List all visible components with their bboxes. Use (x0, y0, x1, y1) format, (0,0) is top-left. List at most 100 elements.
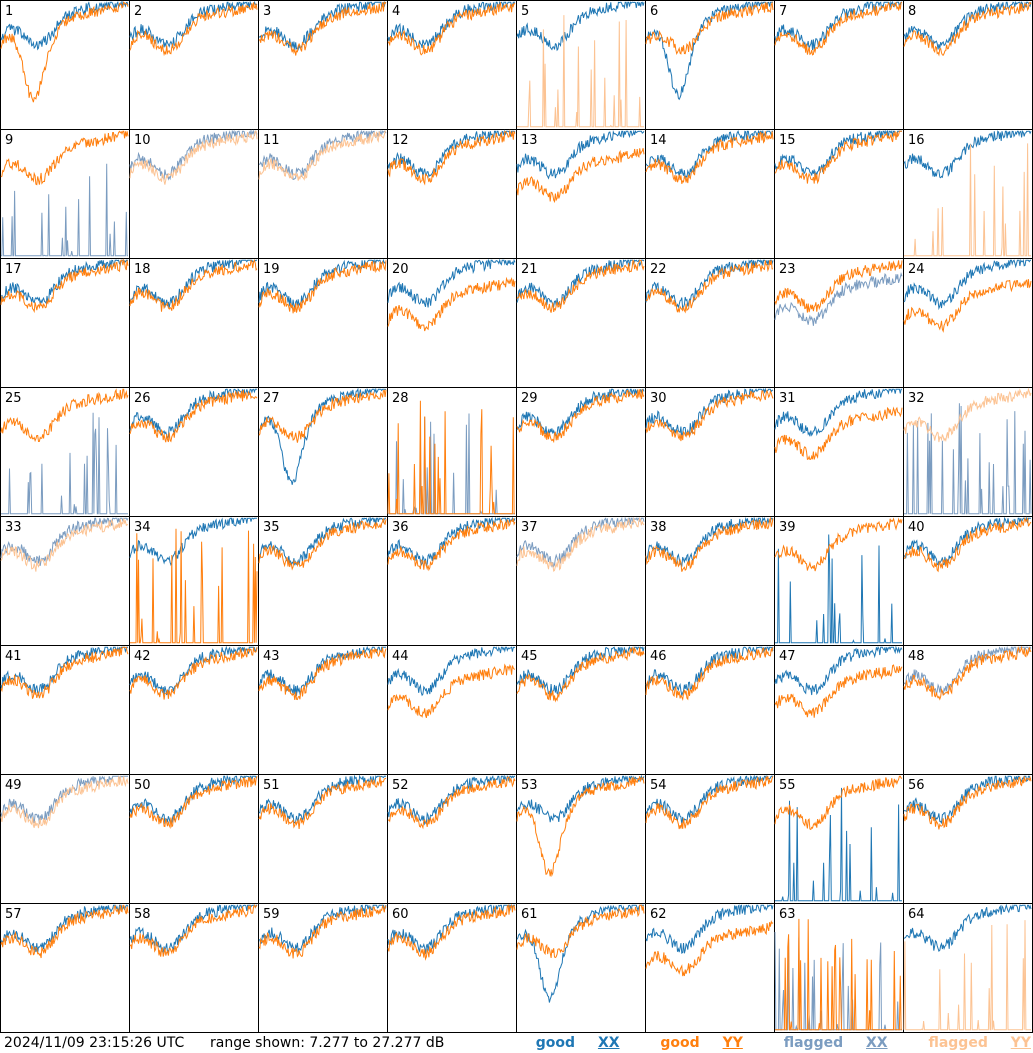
panel-label: 39 (779, 520, 796, 535)
panel-38: 38 (645, 516, 775, 646)
panel-49: 49 (0, 774, 130, 904)
series-yy-good (129, 2, 258, 57)
series-xx-good (516, 904, 644, 1003)
series-yy-good (903, 1, 1032, 57)
series-yy-good (129, 904, 258, 957)
panel-48: 48 (903, 645, 1033, 775)
panel-frame (903, 129, 1033, 259)
series-xx-good (258, 258, 387, 310)
panel-label: 17 (5, 262, 22, 277)
legend-flagged-xx-pol: XX (865, 1035, 888, 1051)
series-yy-good (645, 131, 774, 184)
panel-label: 59 (263, 907, 280, 922)
panel-frame (516, 387, 646, 517)
panel-41: 41 (0, 645, 130, 775)
panel-label: 33 (5, 520, 22, 535)
panel-12: 12 (387, 129, 517, 259)
panel-frame (903, 645, 1033, 775)
legend-flagged-xx: flagged XX (766, 1035, 888, 1051)
series-yy-good (516, 389, 645, 444)
series-yy-flagged (0, 518, 129, 572)
legend-good-xx-pol: XX (597, 1035, 620, 1051)
panel-54: 54 (645, 774, 775, 904)
panel-label: 27 (263, 391, 280, 406)
series-xx-good (645, 904, 774, 954)
legend: good XX good YY flagged XX flagged YY (500, 1033, 1031, 1053)
series-xx-good (0, 0, 129, 51)
panel-10: 10 (129, 129, 259, 259)
panel-frame (258, 645, 388, 775)
legend-good-yy-word: good (660, 1035, 700, 1051)
panel-label: 11 (263, 133, 280, 148)
panel-label: 8 (908, 4, 916, 19)
panel-label: 49 (5, 778, 22, 793)
panel-frame (0, 516, 130, 646)
panel-frame (0, 903, 130, 1033)
panel-label: 25 (5, 391, 22, 406)
panel-frame (903, 258, 1033, 388)
series-xx-flagged (903, 645, 1032, 696)
series-yy-good (0, 130, 129, 186)
panel-frame (903, 903, 1033, 1033)
series-xx-good (774, 129, 902, 179)
series-yy-good (516, 259, 645, 313)
panel-label: 60 (392, 907, 409, 922)
panel-label: 6 (650, 4, 658, 19)
panel-frame (387, 516, 517, 646)
panel-label: 54 (650, 778, 667, 793)
series-yy-good (516, 148, 645, 204)
panel-label: 21 (521, 262, 538, 277)
series-yy-good (387, 400, 515, 515)
series-yy-good (129, 647, 258, 700)
panel-60: 60 (387, 903, 517, 1033)
legend-good-xx-word: good (535, 1035, 576, 1051)
series-yy-good (0, 388, 129, 443)
series-xx-good (516, 1, 645, 52)
panel-label: 35 (263, 520, 280, 535)
series-xx-good (903, 775, 1032, 824)
series-yy-good (774, 406, 903, 460)
panel-31: 31 (774, 387, 904, 517)
panel-label: 23 (779, 262, 796, 277)
panel-frame (516, 0, 646, 130)
series-yy-good (774, 517, 903, 572)
panel-label: 31 (779, 391, 796, 406)
panel-label: 50 (134, 778, 151, 793)
panel-28: 28 (387, 387, 517, 517)
panel-label: 1 (5, 4, 13, 19)
series-xx-flagged (904, 403, 1032, 515)
series-yy-good (904, 517, 1032, 573)
series-xx-good (129, 388, 257, 440)
panel-label: 46 (650, 649, 667, 664)
series-xx-good (387, 258, 516, 308)
panel-frame (387, 258, 517, 388)
series-yy-good (903, 279, 1032, 333)
series-yy-flagged (516, 516, 645, 572)
panel-label: 64 (908, 907, 925, 922)
panel-label: 30 (650, 391, 667, 406)
panel-label: 28 (392, 391, 409, 406)
series-xx-good (516, 259, 645, 309)
series-xx-good (645, 516, 774, 567)
panel-59: 59 (258, 903, 388, 1033)
series-xx-good (129, 774, 258, 825)
series-yy-flagged (0, 776, 129, 829)
timestamp-label: 2024/11/09 23:15:26 UTC (4, 1035, 185, 1051)
panel-3: 3 (258, 0, 388, 130)
series-xx-good (129, 0, 258, 48)
series-yy-good (516, 646, 645, 703)
panel-24: 24 (903, 258, 1033, 388)
series-xx-flagged (1, 163, 128, 257)
panel-frame (387, 645, 517, 775)
panel-36: 36 (387, 516, 517, 646)
series-yy-good (387, 776, 516, 830)
panel-frame (516, 258, 646, 388)
panel-30: 30 (645, 387, 775, 517)
legend-good-yy-pol: YY (722, 1035, 743, 1051)
panel-4: 4 (387, 0, 517, 130)
panel-frame (0, 0, 130, 130)
series-yy-good (258, 260, 387, 314)
panel-27: 27 (258, 387, 388, 517)
series-xx-good (775, 787, 902, 902)
series-yy-good (129, 259, 258, 312)
